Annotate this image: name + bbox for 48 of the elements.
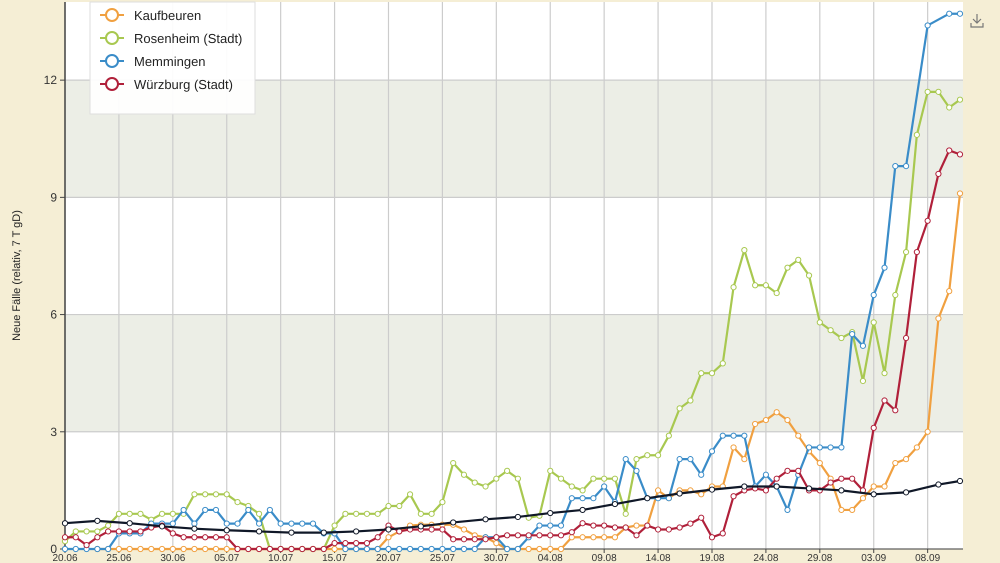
point bbox=[547, 510, 554, 516]
point bbox=[126, 520, 133, 526]
x-tick-label: 03.09 bbox=[861, 553, 887, 563]
x-tick-label: 25.06 bbox=[106, 553, 132, 563]
point bbox=[94, 518, 100, 524]
x-tick-label: 20.06 bbox=[52, 553, 78, 563]
x-tick-label: 24.08 bbox=[753, 553, 779, 563]
point bbox=[870, 491, 877, 498]
point bbox=[902, 489, 910, 496]
legend-label: Rosenheim (Stadt) bbox=[134, 31, 242, 46]
y-tick-label: 6 bbox=[50, 308, 58, 322]
x-tick-label: 05.07 bbox=[214, 553, 240, 563]
y-axis-title: Neue Fälle (relativ, 7 T gD) bbox=[11, 210, 23, 341]
legend-label: Würzburg (Stadt) bbox=[134, 77, 233, 92]
x-tick-label: 10.07 bbox=[268, 553, 294, 563]
x-tick-label: 04.08 bbox=[538, 553, 564, 563]
point bbox=[62, 520, 68, 526]
legend-label: Memmingen bbox=[134, 54, 206, 69]
point bbox=[224, 527, 230, 534]
point bbox=[450, 519, 456, 526]
point bbox=[514, 514, 521, 520]
legend-label: Kaufbeuren bbox=[134, 8, 202, 23]
y-tick-label: 9 bbox=[50, 190, 58, 204]
point bbox=[741, 483, 748, 490]
point bbox=[482, 516, 489, 522]
x-tick-label: 09.08 bbox=[592, 553, 618, 563]
x-tick-label: 20.07 bbox=[376, 553, 402, 563]
x-tick-label: 25.07 bbox=[430, 553, 456, 563]
x-tick-label: 19.08 bbox=[699, 553, 725, 563]
x-tick-label: 14.08 bbox=[646, 553, 672, 563]
x-tick-label: 08.09 bbox=[915, 553, 941, 563]
point bbox=[956, 478, 964, 484]
point bbox=[191, 526, 198, 532]
point bbox=[838, 487, 844, 494]
x-tick-label: 15.07 bbox=[322, 553, 348, 563]
y-tick-label: 3 bbox=[50, 424, 58, 439]
x-tick-label: 29.08 bbox=[807, 553, 833, 563]
point bbox=[353, 528, 360, 535]
point bbox=[676, 490, 683, 497]
y-tick-label: 12 bbox=[44, 73, 58, 88]
point bbox=[288, 529, 295, 536]
point bbox=[385, 526, 392, 533]
point bbox=[256, 528, 262, 535]
point bbox=[708, 486, 716, 493]
point bbox=[579, 506, 586, 514]
x-tick-label: 30.07 bbox=[484, 553, 510, 563]
x-tick-label: 30.06 bbox=[160, 553, 186, 563]
point bbox=[935, 481, 942, 488]
